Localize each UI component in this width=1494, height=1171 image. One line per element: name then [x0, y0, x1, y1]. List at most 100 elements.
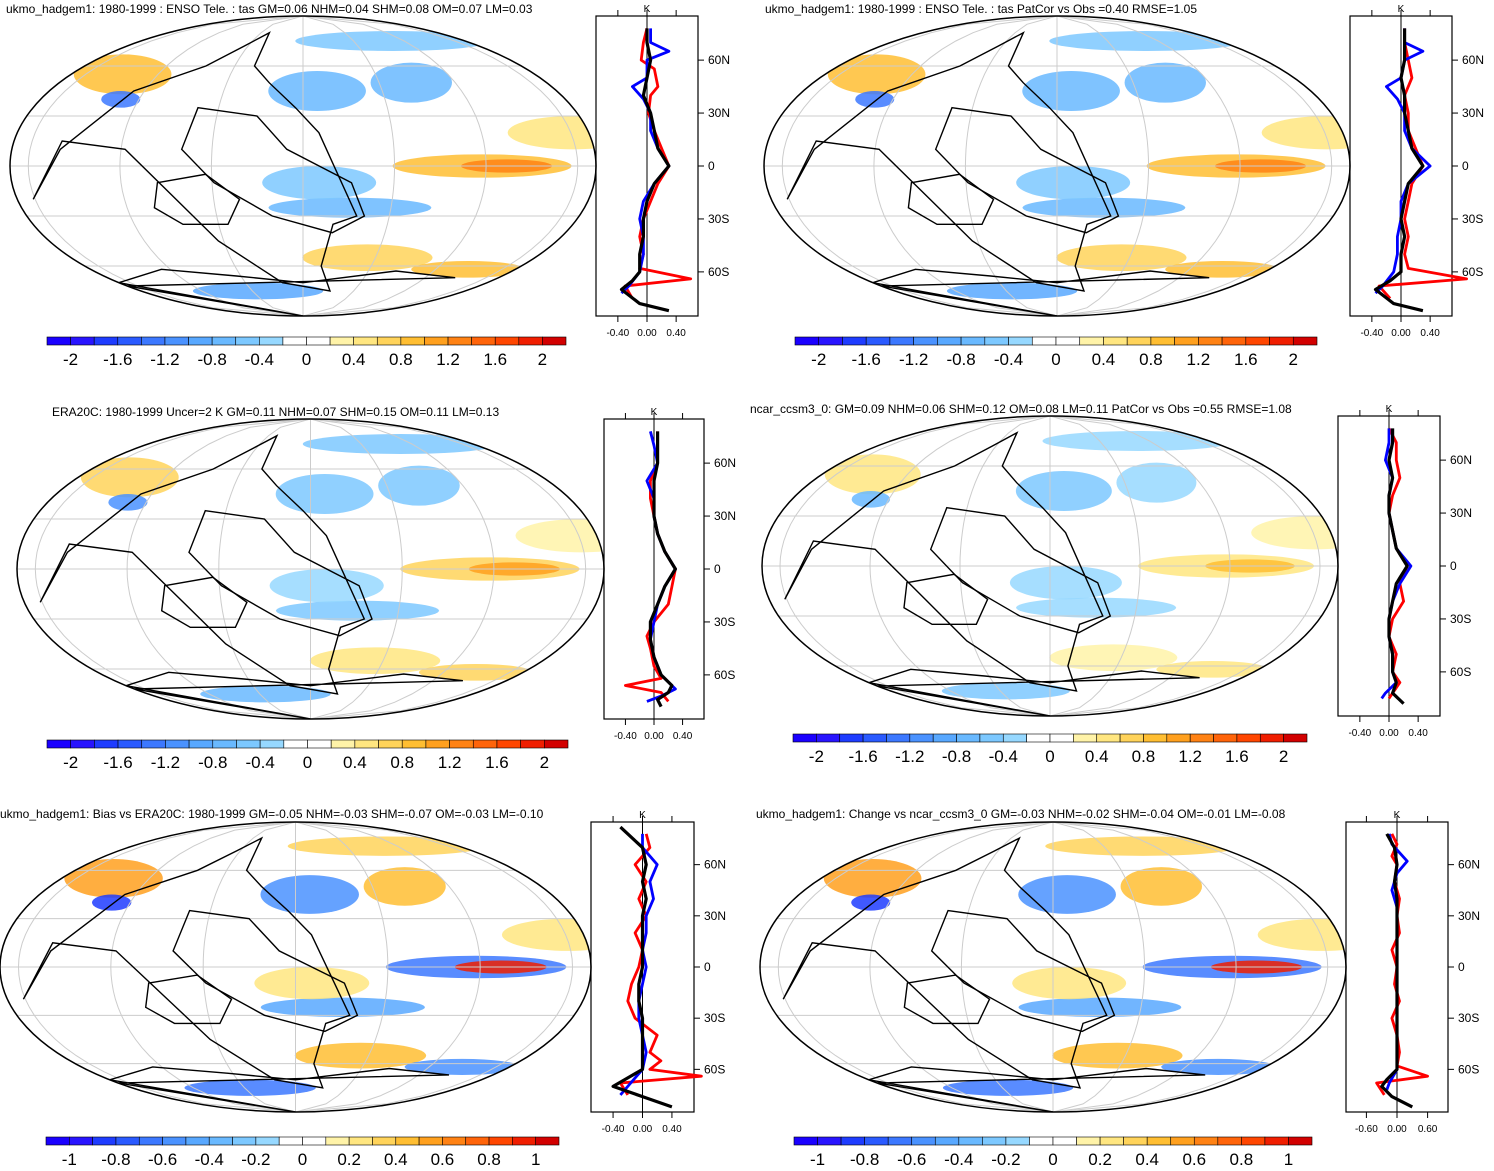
colorbar: -2 -1.6 -1.2 -0.8 -0.4 0 0.4 0.8 1.2 1.6 2	[792, 733, 1308, 766]
colorbar-cell	[839, 733, 864, 743]
colorbar-label: -1.2	[150, 350, 179, 369]
colorbar-label: -1	[810, 1150, 825, 1169]
y-tick-label: 30N	[704, 909, 726, 923]
anomaly-patch	[827, 54, 926, 95]
colorbar-label: -0.2	[241, 1150, 270, 1169]
graticule-meridian	[295, 822, 574, 1112]
anomaly-patch	[363, 867, 446, 906]
panel-title: ncar_ccsm3_0: GM=0.09 NHM=0.06 SHM=0.12 …	[750, 402, 1292, 416]
y-tick-label: 30S	[704, 1011, 725, 1025]
coastline	[786, 31, 1112, 292]
colorbar-label: 2	[538, 350, 547, 369]
colorbar-cell	[909, 733, 934, 743]
coastline	[172, 909, 359, 1033]
colorbar-label: 0.2	[1088, 1150, 1112, 1169]
colorbar-cell	[1166, 733, 1191, 743]
coastline	[868, 668, 1200, 716]
colorbar-cell	[932, 733, 957, 743]
profile-series	[619, 28, 671, 313]
anomaly-patch	[824, 454, 921, 495]
anomaly-patch	[1049, 31, 1245, 51]
colorbar-cell	[535, 1136, 560, 1146]
colorbar-cell	[1146, 1136, 1172, 1146]
y-tick-label: 30S	[1450, 612, 1471, 626]
anomaly-patch	[294, 1042, 427, 1069]
colorbar-label: 0.4	[342, 350, 366, 369]
x-tick-label: 0.00	[1379, 728, 1399, 739]
map	[16, 418, 605, 720]
colorbar-cell	[1288, 1136, 1313, 1146]
colorbar-label: 0.4	[384, 1150, 408, 1169]
panel-title: ukmo_hadgem1: Bias vs ERA20C: 1980-1999 …	[0, 807, 544, 821]
graticule-meridian	[1052, 822, 1329, 1112]
zonal-profile: K -0.60 0.00 0.60 60N 30N 0 30S 60S	[1345, 810, 1480, 1135]
colorbar-cell	[1123, 1136, 1148, 1146]
colorbar-cell	[956, 733, 981, 743]
colorbar-label: -2	[811, 350, 826, 369]
unit-label: K	[639, 810, 646, 821]
profile-series	[624, 431, 677, 703]
y-tick-label: 0	[1458, 960, 1465, 974]
anomaly-patch	[378, 465, 460, 506]
panel-title: ERA20C: 1980-1999 Uncer=2 K GM=0.11 NHM=…	[52, 405, 499, 419]
colorbar-label: -0.8	[850, 1150, 879, 1169]
x-tick-label: 0.00	[1387, 1124, 1407, 1135]
y-tick-label: 30N	[1458, 909, 1480, 923]
colorbar-label: 0	[298, 1150, 307, 1169]
colorbar-cell	[141, 739, 166, 749]
colorbar-label: 0	[303, 753, 312, 772]
colorbar-label: -2	[63, 350, 78, 369]
anomaly-patch	[1016, 597, 1177, 618]
colorbar-cell	[259, 336, 284, 346]
x-tick-label: -0.60	[1355, 1124, 1378, 1135]
colorbar-cell	[372, 1136, 397, 1146]
colorbar: -2 -1.6 -1.2 -0.8 -0.4 0 0.4 0.8 1.2 1.6 2	[46, 739, 569, 772]
map	[761, 415, 1339, 717]
coastline	[180, 106, 366, 234]
panel-4: ncar_ccsm3_0: GM=0.09 NHM=0.06 SHM=0.12 …	[750, 402, 1472, 766]
colorbar-label: 0.8	[389, 350, 413, 369]
colorbar: -1 -0.8 -0.6 -0.4 -0.2 0 0.2 0.4 0.6 0.8 1	[45, 1136, 560, 1169]
anomaly-patch	[1012, 967, 1127, 1000]
y-tick-label: 30S	[708, 212, 729, 226]
y-tick-label: 30N	[1450, 506, 1472, 520]
x-tick-label: 0.00	[633, 1124, 653, 1135]
colorbar-cell	[818, 336, 843, 346]
graticule-meridian	[34, 419, 311, 719]
graticule-meridian	[777, 822, 1054, 1112]
anomaly-patch	[823, 859, 922, 898]
colorbar-label: 1.6	[1234, 350, 1258, 369]
anomaly-patch	[262, 166, 377, 200]
x-tick-label: 0.40	[662, 1124, 682, 1135]
colorbar-cell	[1143, 733, 1168, 743]
graticule-meridian	[302, 16, 487, 316]
graticule-meridian	[964, 16, 1058, 316]
colorbar-cell	[93, 336, 119, 346]
colorbar-cell	[46, 739, 71, 749]
graticule-meridian	[869, 416, 1051, 716]
graticule-meridian	[1052, 822, 1146, 1112]
colorbar-label: 1.6	[485, 753, 509, 772]
anomaly-patch	[268, 71, 366, 111]
y-tick-label: 0	[704, 960, 711, 974]
colorbar-cell	[496, 739, 521, 749]
colorbar-cell	[1052, 1136, 1077, 1146]
colorbar-cell	[400, 336, 425, 346]
colorbar-cell	[70, 739, 95, 749]
unit-label: K	[651, 407, 658, 418]
colorbar-label: -0.4	[989, 747, 1018, 766]
colorbar-cell	[886, 733, 911, 743]
anomaly-patch	[851, 894, 891, 911]
y-tick-label: 30S	[714, 615, 735, 629]
anomaly-patch	[855, 91, 895, 108]
colorbar-cell	[45, 1136, 70, 1146]
coastline	[39, 434, 366, 695]
colorbar-cell	[958, 1136, 983, 1146]
colorbar-cell	[283, 739, 308, 749]
anomaly-patch	[1016, 166, 1131, 200]
anomaly-patch	[64, 859, 163, 898]
x-tick-label: 0.00	[637, 328, 657, 339]
unit-label: K	[1386, 404, 1393, 415]
colorbar-cell	[817, 1136, 842, 1146]
x-tick-label: -0.40	[1360, 328, 1383, 339]
